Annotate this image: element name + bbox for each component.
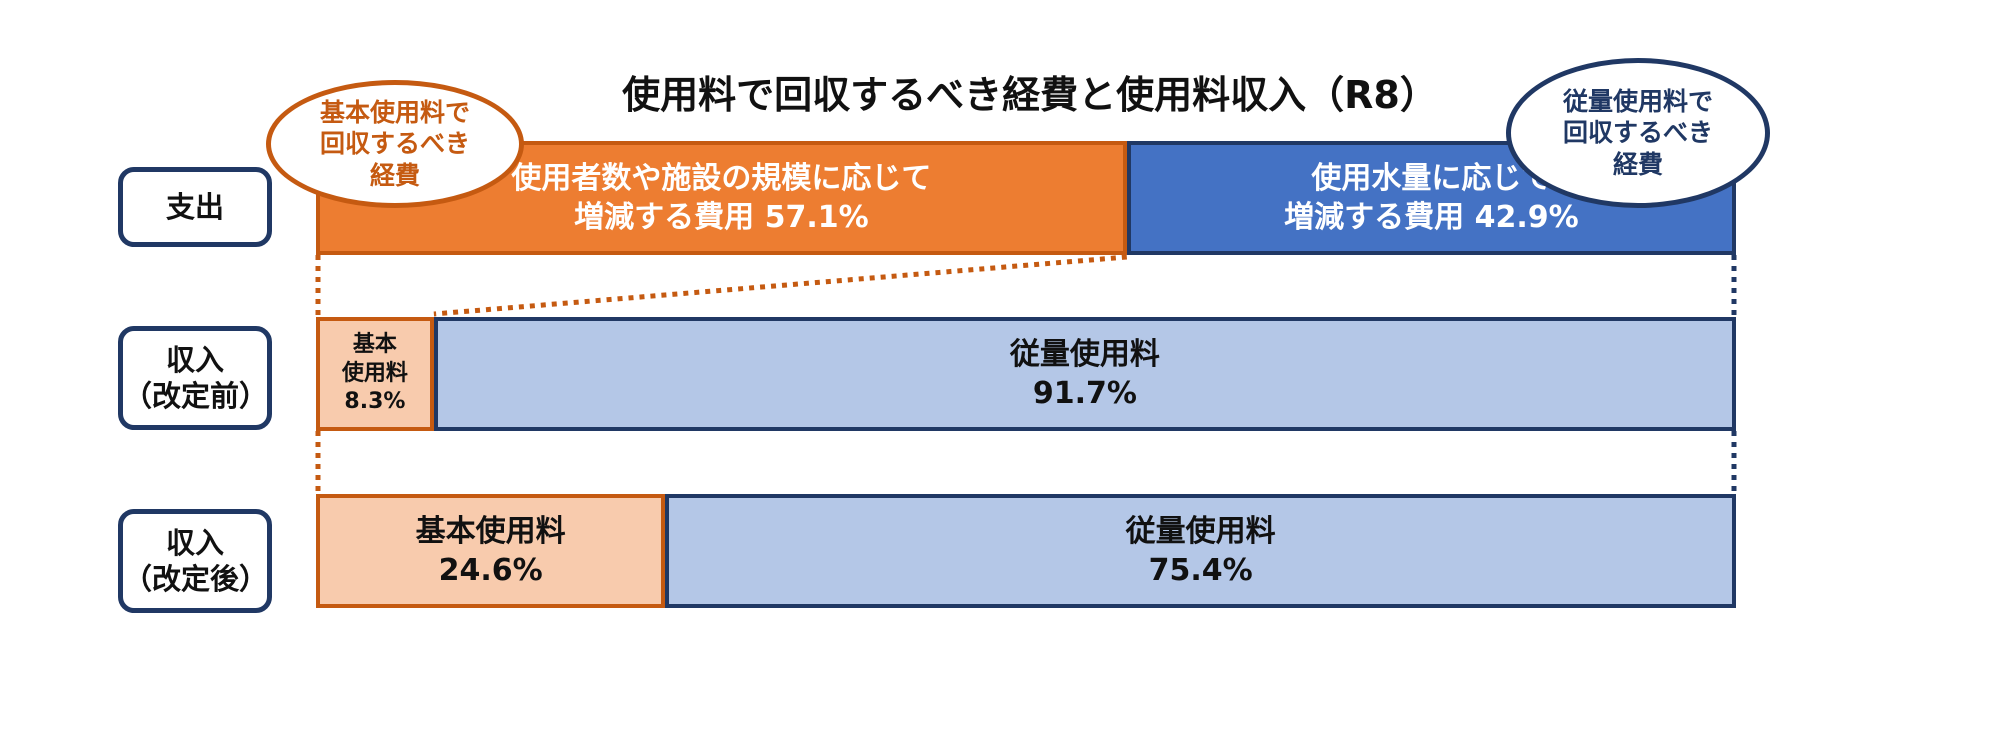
bar-income-before-seg-2: 従量使用料 91.7% xyxy=(433,317,1736,431)
bar-expense-seg-1-label-2: 増減する費用 57.1% xyxy=(574,200,869,235)
bubble-volume-line-3: 経費 xyxy=(1612,149,1663,179)
bar-income-after-seg-1-label-2: 24.6% xyxy=(438,553,543,588)
row-label-expense: 支出 xyxy=(118,167,272,247)
row-label-income-after-line-2: （改定後） xyxy=(123,562,269,596)
bubble-volume-line-2: 回収するべき xyxy=(1562,118,1713,148)
bar-income-before-seg-2-label-2: 91.7% xyxy=(1032,376,1137,411)
bar-income-after-seg-2: 従量使用料 75.4% xyxy=(665,494,1736,608)
bar-income-before-seg-1-label-3: 8.3% xyxy=(344,389,406,415)
bar-income-before-seg-1-label-2: 使用料 xyxy=(341,360,408,386)
row-label-expense-line-1: 支出 xyxy=(165,189,224,224)
bar-income-before-seg-1-label-1: 基本 xyxy=(352,332,397,358)
row-label-income-after: 収入 （改定後） xyxy=(118,509,272,613)
bar-income-after-seg-2-label-2: 75.4% xyxy=(1148,553,1253,588)
bar-income-after-seg-2-label-1: 従量使用料 xyxy=(1125,514,1276,549)
bar-expense-seg-1-label-1: 使用者数や施設の規模に応じて xyxy=(511,161,932,196)
bar-expense-seg-2-label-1: 使用水量に応じて xyxy=(1311,161,1552,196)
bar-income-before-seg-2-label-1: 従量使用料 xyxy=(1009,337,1160,372)
bar-income-after-seg-1-label-1: 基本使用料 xyxy=(415,514,566,549)
bubble-volume-line-1: 従量使用料で xyxy=(1562,87,1713,117)
bubble-basic-line-2: 回収するべき xyxy=(319,129,470,159)
bubble-basic-line-3: 経費 xyxy=(369,160,420,190)
chart-title: 使用料で回収するべき経費と使用料収入（R8） xyxy=(622,73,1438,117)
bar-income-before-seg-1: 基本 使用料 8.3% xyxy=(316,317,434,431)
row-label-income-before: 収入 （改定前） xyxy=(118,326,272,430)
row-label-income-before-line-2: （改定前） xyxy=(123,379,269,413)
bubble-basic-line-1: 基本使用料で xyxy=(319,98,470,128)
bar-income-after-seg-1: 基本使用料 24.6% xyxy=(316,494,666,608)
row-label-income-after-line-1: 収入 xyxy=(165,525,224,560)
bubble-volume-fee-cost: 従量使用料で 回収するべき 経費 xyxy=(1506,58,1770,208)
bar-expense-seg-2-label-2: 増減する費用 42.9% xyxy=(1284,200,1579,235)
row-label-income-before-line-1: 収入 xyxy=(165,342,224,377)
guide-split xyxy=(433,254,1128,317)
bubble-basic-fee-cost: 基本使用料で 回収するべき 経費 xyxy=(266,80,524,208)
